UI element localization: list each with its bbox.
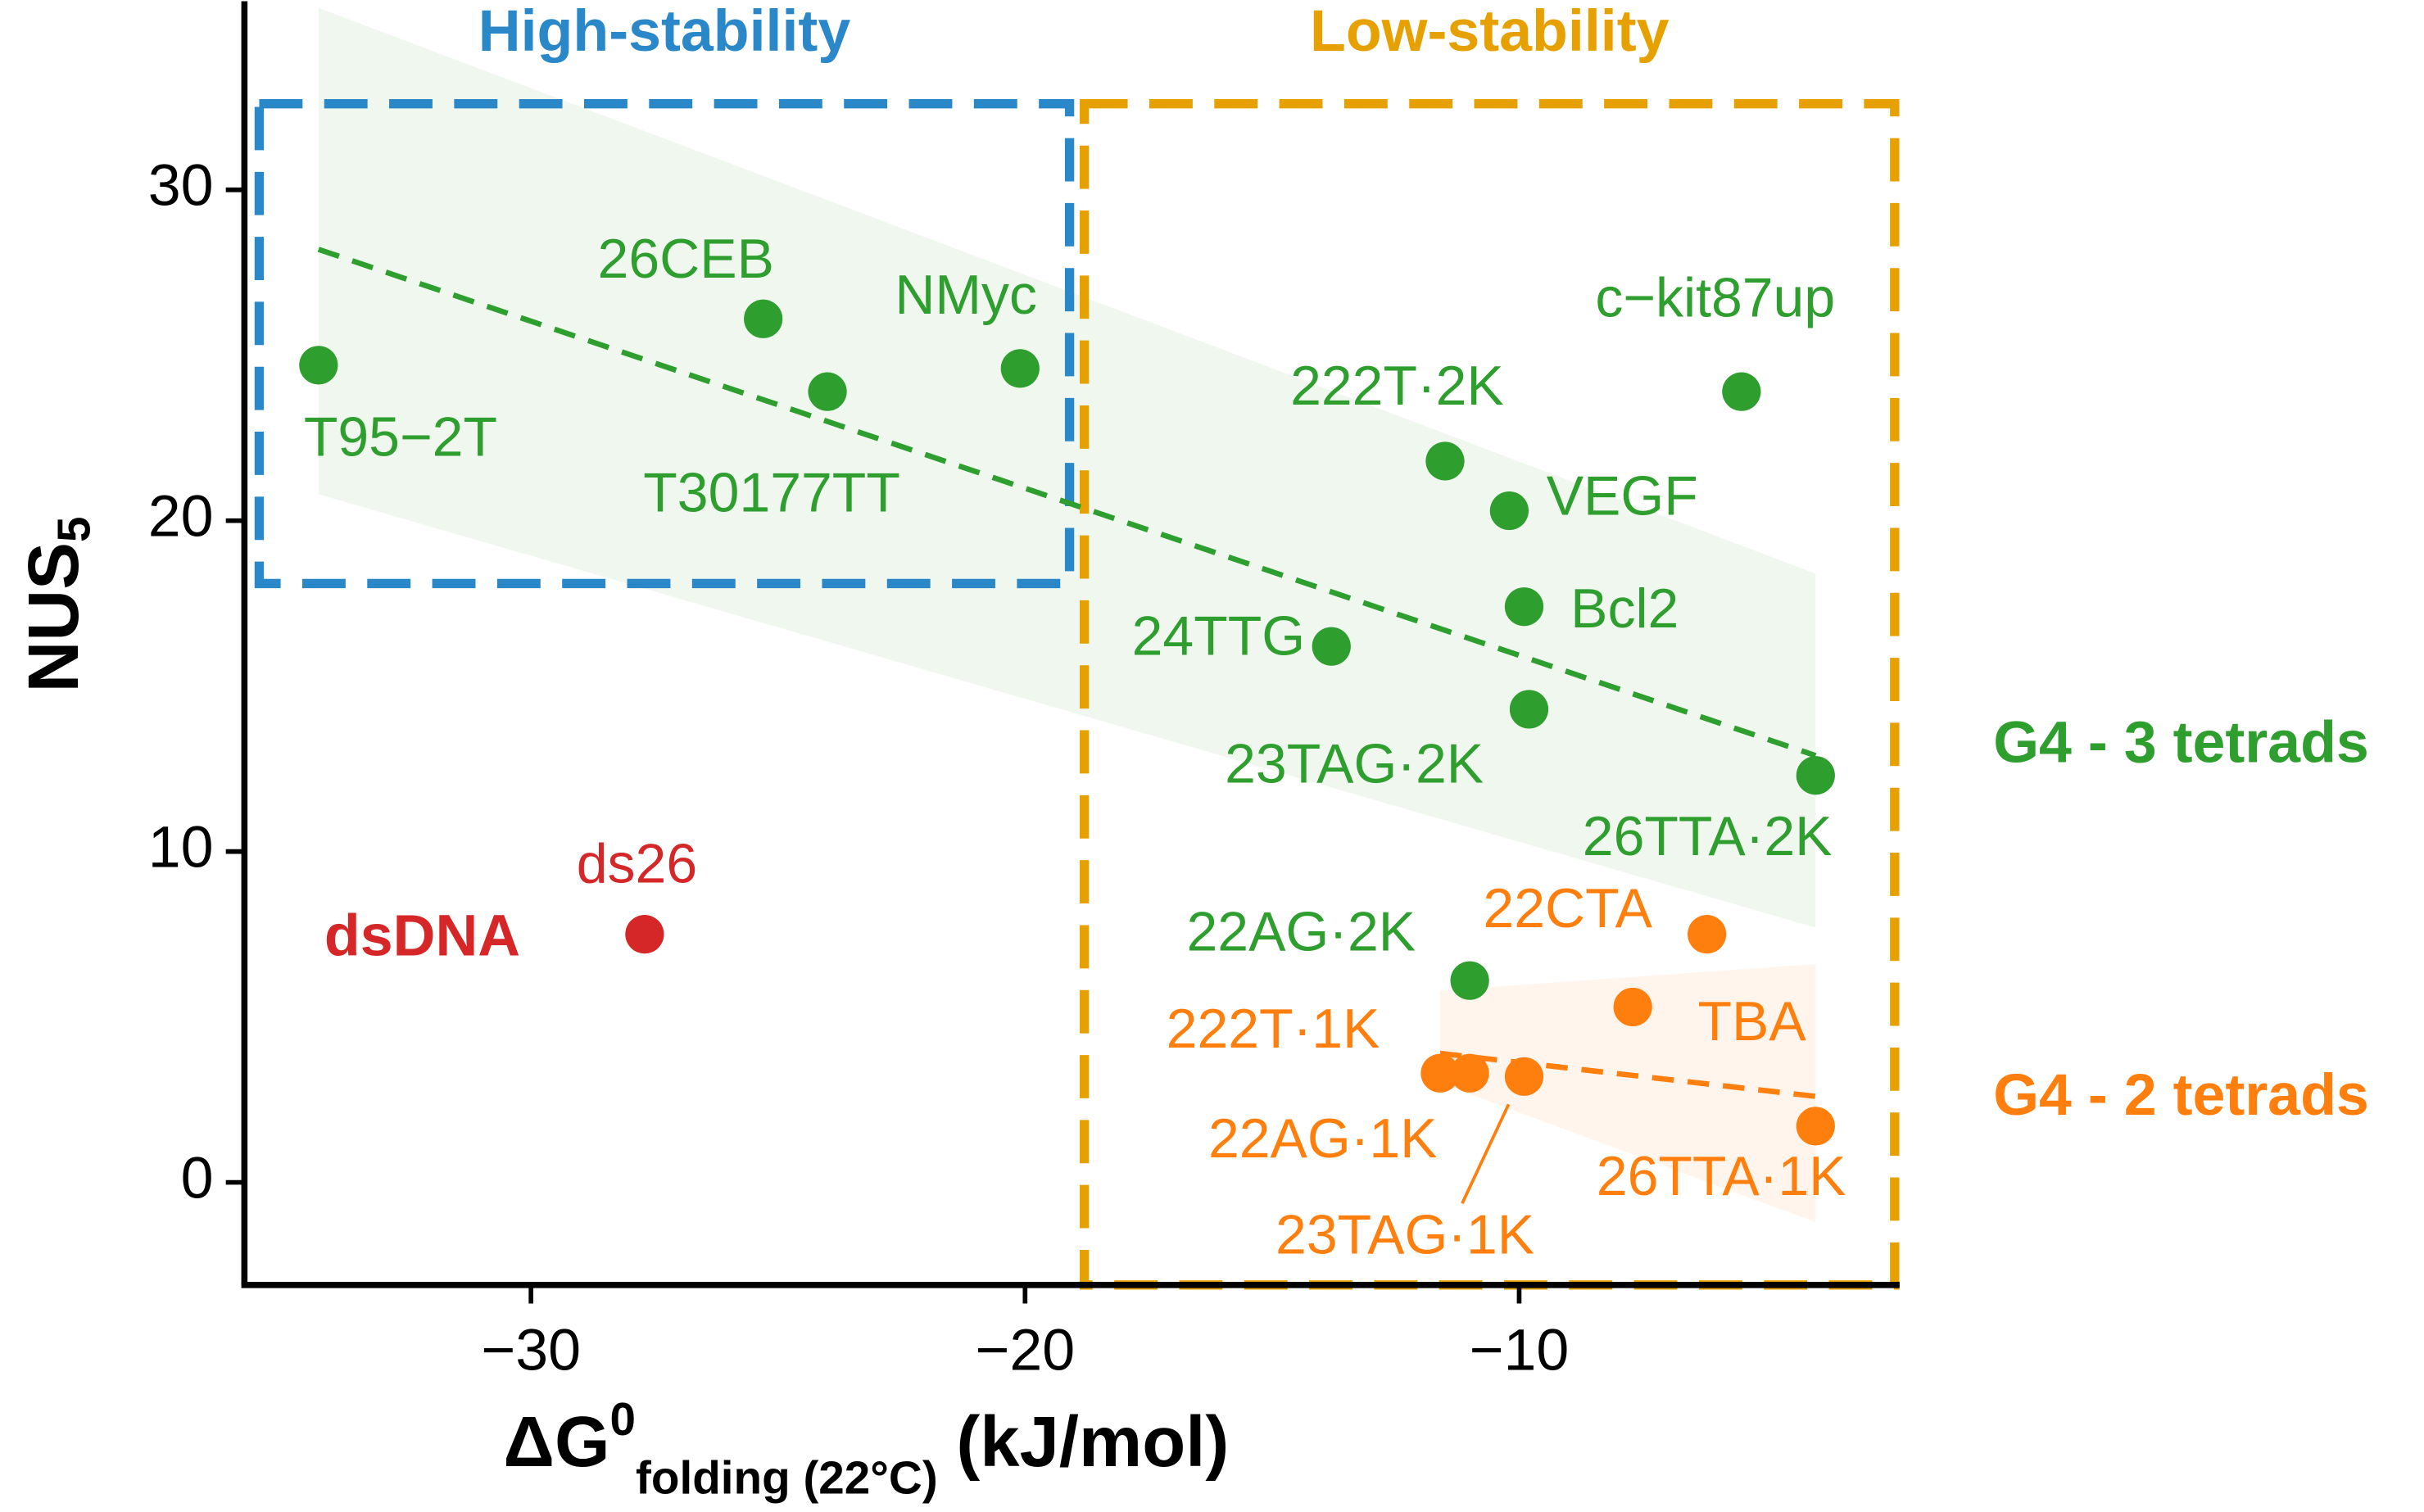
point-label: TBA [1697,990,1806,1053]
point-label: 26TTA·1K [1597,1145,1846,1207]
point [1796,756,1835,795]
point [1509,690,1549,729]
y-tick-label: 0 [181,1146,214,1211]
x-title-sup: 0 [610,1394,637,1446]
x-axis-title: ΔG0 folding (22°C) (kJ/mol) [504,1394,1230,1505]
point-label: 222T·2K [1290,355,1504,417]
point [625,915,664,954]
point [808,372,847,411]
fit-line [317,247,1817,758]
point-label: T30177TT [643,462,900,524]
point-label: NMyc [895,264,1037,326]
label-leader [1461,1103,1511,1204]
x-title-main: ΔG [504,1402,610,1482]
point-label: 26TTA·2K [1583,805,1833,867]
point [1312,627,1351,666]
point-label: 26CEB [598,228,774,290]
region-label: High-stability [478,0,851,64]
point [1420,1053,1460,1093]
point-label: T95−2T [304,405,497,468]
point-label: c−kit87up [1595,267,1835,329]
y-title-sub: 5 [48,516,100,542]
point [1489,491,1529,531]
point [1796,1107,1835,1146]
x-tick-label: −10 [1470,1318,1570,1383]
point [1613,987,1652,1027]
x-tick-label: −30 [481,1318,581,1383]
y-tick-label: 10 [148,815,214,880]
point-label: 23TAG·1K [1275,1204,1534,1266]
region-box [254,99,1075,589]
region-label: Low-stability [1310,0,1670,64]
point-label: 22AG·1K [1208,1107,1438,1170]
point [1425,441,1465,481]
point-label: 22CTA [1483,877,1652,939]
point-label: 22AG·2K [1187,900,1416,962]
point-label: 24TTG [1132,605,1306,668]
series-label: G4 - 3 tetrads [1993,710,2369,776]
point [1450,1053,1489,1093]
y-tick-label: 20 [148,484,214,550]
point [1504,1057,1544,1096]
series-label: dsDNA [324,903,520,969]
point [744,299,783,338]
y-tick-label: 30 [148,153,214,219]
y-title-main: NUS [14,542,93,692]
x-title-sub: folding (22°C) [636,1453,938,1505]
point-label: ds26 [577,832,697,894]
point [1504,587,1544,627]
y-axis-title: NUS5 [14,516,101,692]
series-label: G4 - 2 tetrads [1993,1062,2369,1128]
region-box [1080,99,1900,1290]
point-label: 222T·1K [1167,998,1380,1060]
x-tick-label: −20 [975,1318,1075,1383]
point [299,346,338,385]
fit-line [1439,1050,1816,1099]
point-label: Bcl2 [1570,577,1679,640]
x-title-unit: (kJ/mol) [956,1402,1229,1482]
confidence-band [1439,963,1816,1223]
point-label: 23TAG·2K [1225,733,1484,795]
point [1450,961,1489,1000]
point-label: VEGF [1547,464,1698,527]
point [1722,372,1761,411]
point [1688,915,1727,954]
point [1000,349,1040,388]
